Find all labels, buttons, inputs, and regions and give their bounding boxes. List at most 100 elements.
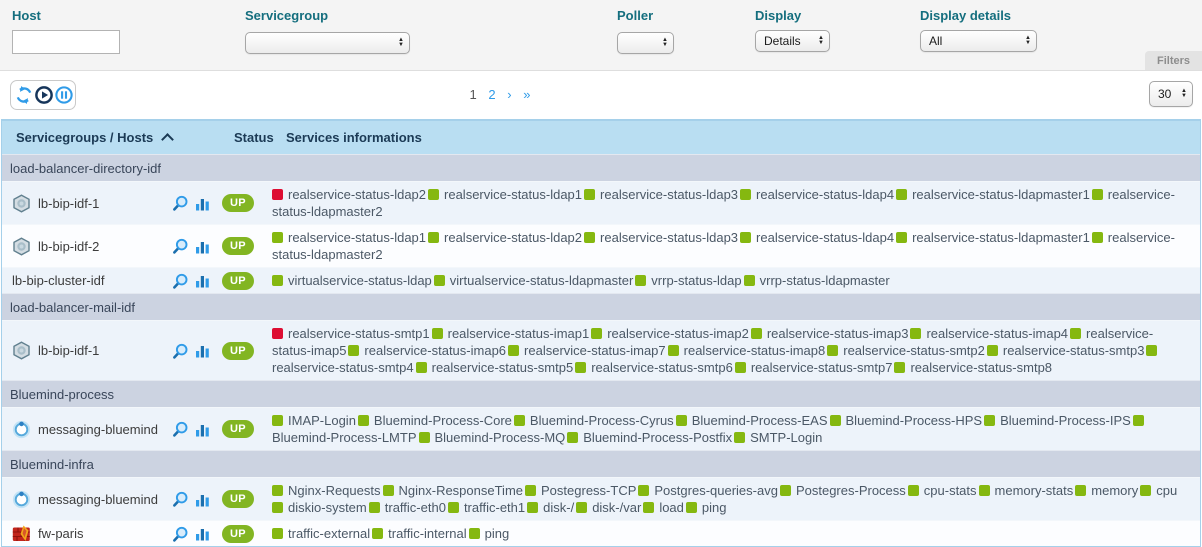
magnifier-icon[interactable] bbox=[172, 343, 188, 359]
magnifier-icon[interactable] bbox=[172, 238, 188, 254]
service-item[interactable]: realservice-status-ldap4 bbox=[740, 230, 894, 245]
service-item[interactable]: realservice-status-ldap2 bbox=[428, 230, 582, 245]
bar-chart-icon[interactable] bbox=[195, 526, 210, 541]
servicegroup-row[interactable]: Bluemind-infra bbox=[2, 450, 1200, 477]
service-item[interactable]: ping bbox=[685, 500, 726, 515]
pagination-page-2[interactable]: 2 bbox=[488, 87, 496, 102]
service-item[interactable]: Bluemind-Process-Postfix bbox=[567, 430, 732, 445]
host-filter-input[interactable] bbox=[12, 30, 120, 54]
refresh-icon[interactable] bbox=[14, 85, 34, 105]
service-item[interactable]: virtualservice-status-ldap bbox=[272, 273, 432, 288]
host-name[interactable]: fw-paris bbox=[38, 526, 84, 541]
service-item[interactable]: Postegres-Process bbox=[779, 483, 906, 498]
service-item[interactable]: cpu-stats bbox=[907, 483, 977, 498]
service-item[interactable]: Bluemind-Process-HPS bbox=[829, 413, 982, 428]
service-item[interactable]: realservice-status-ldapmaster1 bbox=[896, 230, 1090, 245]
service-item[interactable]: disk-/var bbox=[576, 500, 641, 515]
service-item[interactable]: realservice-status-smtp2 bbox=[827, 343, 985, 358]
service-item[interactable]: traffic-internal bbox=[372, 526, 467, 541]
service-item[interactable]: traffic-eth0 bbox=[368, 500, 446, 515]
service-item[interactable]: realservice-status-smtp8 bbox=[894, 360, 1052, 375]
service-item[interactable]: realservice-status-imap5 bbox=[272, 326, 1153, 358]
service-item[interactable]: realservice-status-imap4 bbox=[910, 326, 1068, 341]
service-item[interactable]: SMTP-Login bbox=[734, 430, 822, 445]
service-item[interactable]: realservice-status-imap7 bbox=[508, 343, 666, 358]
service-item[interactable]: traffic-eth1 bbox=[447, 500, 525, 515]
service-item[interactable]: ping bbox=[468, 526, 509, 541]
magnifier-icon[interactable] bbox=[172, 421, 188, 437]
host-name[interactable]: lb-bip-idf-1 bbox=[38, 195, 100, 211]
servicegroup-row[interactable]: load-balancer-mail-idf bbox=[2, 293, 1200, 320]
service-item[interactable]: realservice-status-ldap1 bbox=[272, 230, 426, 245]
servicegroup-select[interactable]: ▲ ▼ bbox=[245, 32, 410, 54]
page-size-select[interactable]: 30 ▲ ▼ bbox=[1149, 81, 1193, 107]
pause-icon[interactable] bbox=[54, 85, 74, 105]
service-item[interactable]: realservice-status-smtp1 bbox=[272, 326, 430, 341]
poller-select[interactable]: ▲ ▼ bbox=[617, 32, 674, 54]
service-item[interactable]: memory-stats bbox=[978, 483, 1073, 498]
pagination-last[interactable]: » bbox=[523, 87, 531, 102]
service-item[interactable]: virtualservice-status-ldapmaster bbox=[433, 273, 633, 288]
service-item[interactable]: realservice-status-ldap3 bbox=[584, 187, 738, 202]
service-item[interactable]: cpu bbox=[1140, 483, 1177, 498]
service-item[interactable]: realservice-status-ldap2 bbox=[272, 187, 426, 202]
magnifier-icon[interactable] bbox=[172, 491, 188, 507]
service-item[interactable]: Postgres-queries-avg bbox=[638, 483, 778, 498]
service-item[interactable]: load bbox=[643, 500, 684, 515]
service-item[interactable]: IMAP-Login bbox=[272, 413, 356, 428]
service-item[interactable]: Postegress-TCP bbox=[525, 483, 636, 498]
magnifier-icon[interactable] bbox=[172, 195, 188, 211]
service-item[interactable]: realservice-status-ldapmaster1 bbox=[896, 187, 1090, 202]
service-item[interactable]: Bluemind-Process-IPS bbox=[984, 413, 1131, 428]
service-item[interactable]: realservice-status-ldap4 bbox=[740, 187, 894, 202]
host-name[interactable]: lb-bip-idf-1 bbox=[38, 343, 100, 358]
servicegroup-row[interactable]: Bluemind-process bbox=[2, 380, 1200, 407]
column-services-informations[interactable]: Services informations bbox=[286, 130, 422, 145]
service-item[interactable]: realservice-status-imap6 bbox=[348, 343, 506, 358]
service-item[interactable]: Bluemind-Process-MQ bbox=[418, 430, 565, 445]
service-item[interactable]: realservice-status-ldapmaster2 bbox=[272, 187, 1175, 219]
service-item[interactable]: realservice-status-smtp4 bbox=[272, 343, 1162, 375]
service-item[interactable]: Nginx-ResponseTime bbox=[382, 483, 523, 498]
bar-chart-icon[interactable] bbox=[195, 196, 210, 211]
service-item[interactable]: realservice-status-imap8 bbox=[667, 343, 825, 358]
service-item[interactable]: vrrp-status-ldapmaster bbox=[743, 273, 890, 288]
host-name[interactable]: lb-bip-idf-2 bbox=[38, 238, 100, 254]
play-icon[interactable] bbox=[34, 85, 54, 105]
service-item[interactable]: Bluemind-Process-Core bbox=[357, 413, 512, 428]
bar-chart-icon[interactable] bbox=[195, 492, 210, 507]
column-servicegroups-hosts[interactable]: Servicegroups / Hosts bbox=[2, 130, 234, 146]
filters-tab[interactable]: Filters bbox=[1144, 51, 1202, 70]
service-item[interactable]: Nginx-Requests bbox=[272, 483, 381, 498]
service-item[interactable]: Bluemind-Process-Cyrus bbox=[513, 413, 674, 428]
bar-chart-icon[interactable] bbox=[195, 343, 210, 358]
service-item[interactable]: memory bbox=[1075, 483, 1138, 498]
display-select[interactable]: Details ▲ ▼ bbox=[755, 30, 830, 52]
service-item[interactable]: diskio-system bbox=[272, 500, 367, 515]
host-name[interactable]: lb-bip-cluster-idf bbox=[12, 273, 105, 288]
bar-chart-icon[interactable] bbox=[195, 422, 210, 437]
pagination-next[interactable]: › bbox=[507, 87, 512, 102]
service-item[interactable]: realservice-status-imap3 bbox=[750, 326, 908, 341]
bar-chart-icon[interactable] bbox=[195, 239, 210, 254]
display-details-select[interactable]: All ▲ ▼ bbox=[920, 30, 1037, 52]
service-item[interactable]: Bluemind-Process-EAS bbox=[675, 413, 828, 428]
service-item[interactable]: realservice-status-smtp3 bbox=[986, 343, 1144, 358]
service-item[interactable]: realservice-status-ldapmaster2 bbox=[272, 230, 1175, 262]
service-item[interactable]: realservice-status-smtp7 bbox=[734, 360, 892, 375]
service-item[interactable]: realservice-status-ldap1 bbox=[428, 187, 582, 202]
bar-chart-icon[interactable] bbox=[195, 273, 210, 288]
service-item[interactable]: traffic-external bbox=[272, 526, 370, 541]
servicegroup-row[interactable]: load-balancer-directory-idf bbox=[2, 154, 1200, 181]
magnifier-icon[interactable] bbox=[172, 526, 188, 542]
host-name[interactable]: messaging-bluemind bbox=[38, 491, 158, 507]
service-item[interactable]: disk-/ bbox=[527, 500, 574, 515]
host-name[interactable]: messaging-bluemind bbox=[38, 421, 158, 437]
service-item[interactable]: vrrp-status-ldap bbox=[635, 273, 742, 288]
service-item[interactable]: realservice-status-smtp6 bbox=[575, 360, 733, 375]
service-item[interactable]: realservice-status-imap1 bbox=[431, 326, 589, 341]
service-item[interactable]: Bluemind-Process-LMTP bbox=[272, 413, 1149, 445]
service-item[interactable]: realservice-status-smtp5 bbox=[415, 360, 573, 375]
column-status[interactable]: Status bbox=[234, 130, 274, 145]
service-item[interactable]: realservice-status-imap2 bbox=[591, 326, 749, 341]
